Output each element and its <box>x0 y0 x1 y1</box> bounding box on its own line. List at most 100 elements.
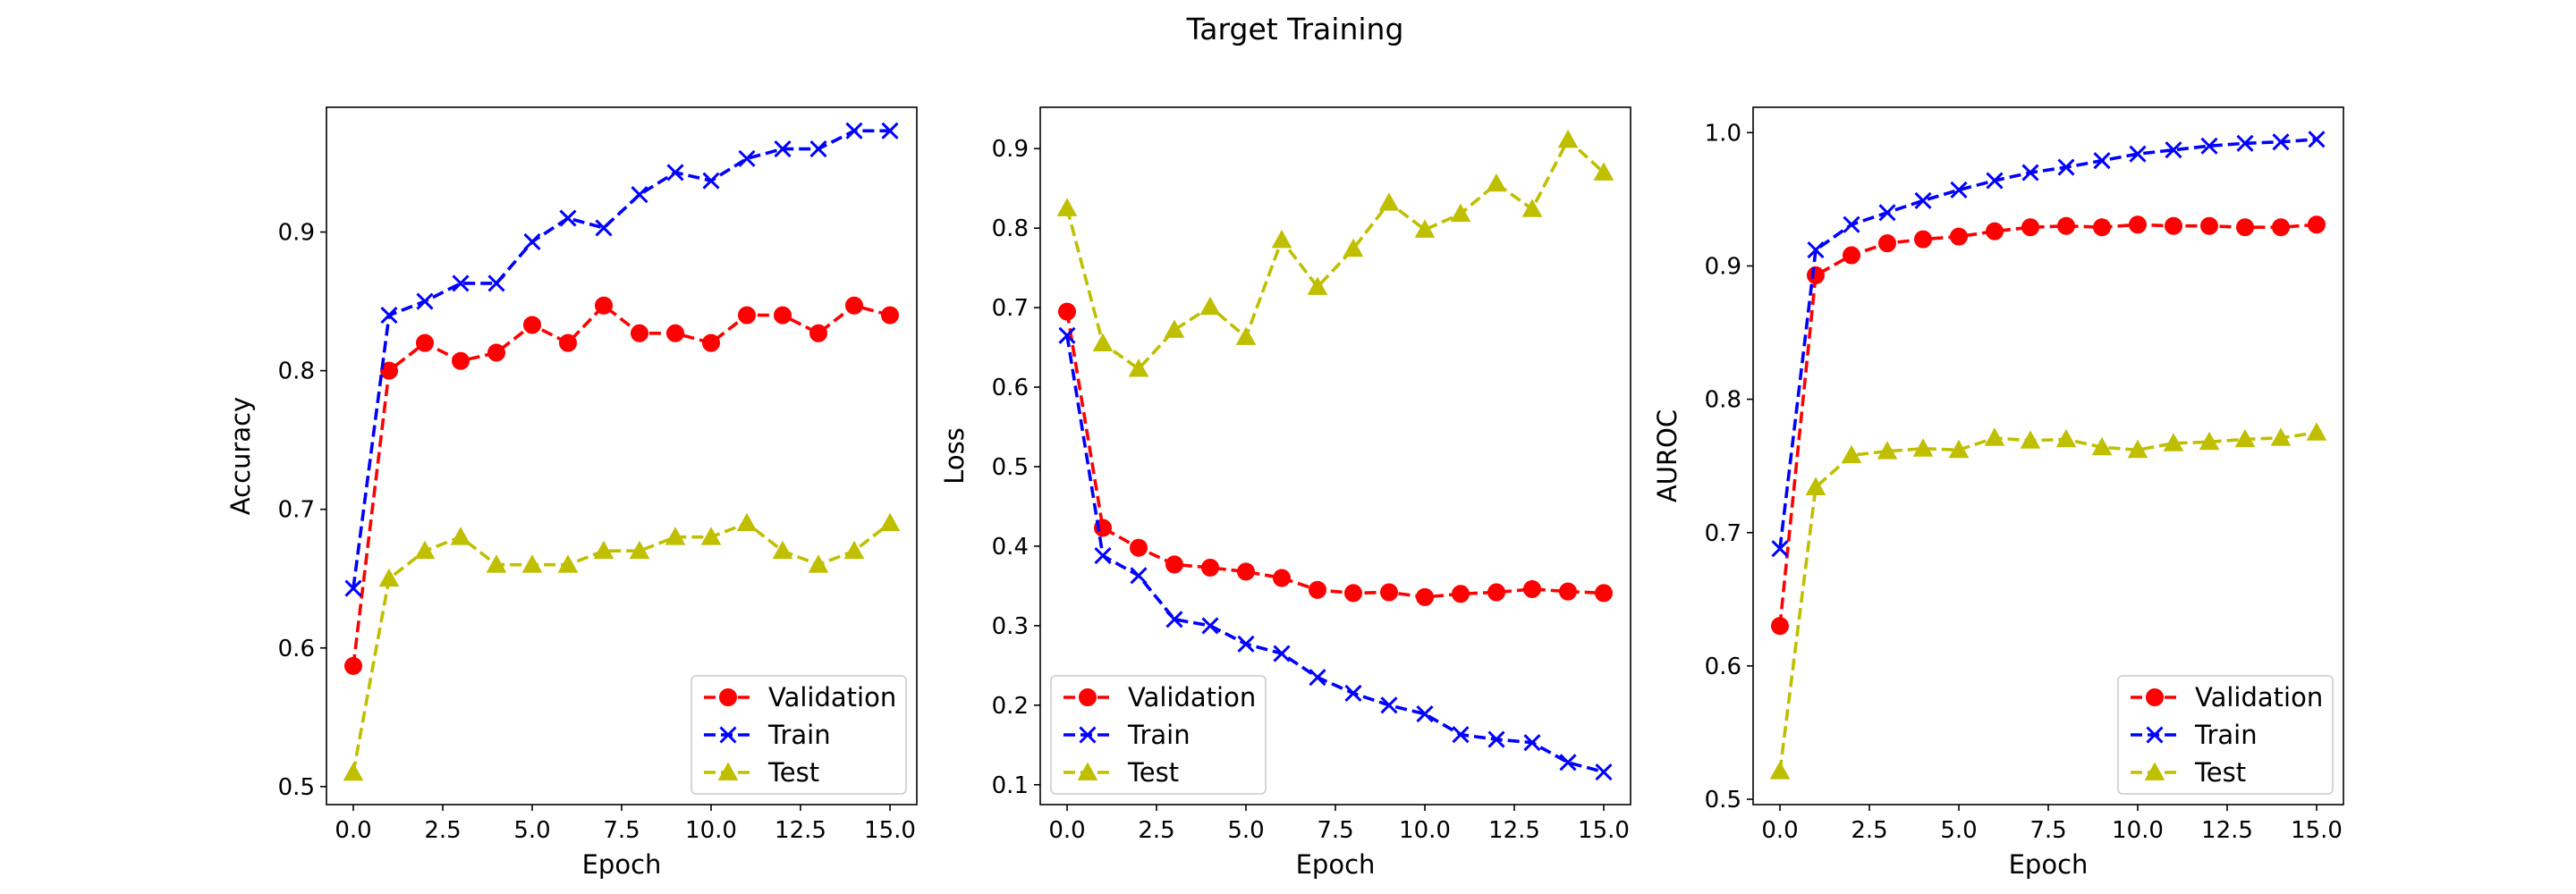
figure-title: Target Training <box>1186 12 1404 46</box>
data-point-train <box>631 186 648 204</box>
data-point-validation <box>1595 584 1613 603</box>
data-point-train <box>666 164 684 181</box>
data-point-train <box>2021 164 2039 181</box>
data-point-test <box>1307 276 1328 295</box>
data-point-train <box>1595 763 1613 781</box>
data-point-train <box>1094 547 1112 565</box>
data-point-test <box>1378 192 1400 211</box>
y-axis-label: Loss <box>939 427 970 485</box>
series-test <box>1056 129 1614 377</box>
data-point-test <box>1343 238 1364 257</box>
legend-marker-test <box>717 762 739 780</box>
data-point-test <box>665 527 686 545</box>
y-tick-label: 0.7 <box>1705 520 1741 547</box>
data-point-validation <box>416 333 434 352</box>
series-validation <box>1058 302 1613 606</box>
legend-marker-test <box>1077 762 1098 780</box>
data-point-test <box>1414 219 1436 238</box>
data-point-train <box>380 307 398 325</box>
data-point-validation <box>1344 584 1362 603</box>
subplot-auroc: 0.0 2.5 5.0 7.5 10.0 12.5 15.0 0.5 0.6 0.7 0.8 0.9 1… <box>1652 106 2344 880</box>
x-tick-label: 10.0 <box>685 817 737 844</box>
legend-marker-validation <box>1079 688 1097 706</box>
data-point-validation <box>1452 585 1470 603</box>
data-point-test <box>1877 441 1898 460</box>
legend-label-validation: Validation <box>2195 682 2323 713</box>
data-point-test <box>593 540 614 560</box>
data-point-test <box>2127 439 2148 459</box>
data-point-test <box>486 554 507 573</box>
x-tick-label: 5.0 <box>513 817 550 844</box>
legend-box <box>1050 675 1267 795</box>
series-line-train <box>1065 334 1605 774</box>
data-point-validation <box>595 296 613 315</box>
data-point-train <box>1309 669 1326 687</box>
data-point-train <box>1416 705 1434 723</box>
y-tick-label: 0.9 <box>1705 253 1741 280</box>
data-point-validation <box>2129 215 2147 234</box>
data-point-validation <box>1273 569 1291 587</box>
data-point-validation <box>1986 222 2004 240</box>
data-point-train <box>1487 730 1505 748</box>
data-point-validation <box>1950 227 1968 246</box>
data-point-validation <box>1843 246 1860 265</box>
series-line-train <box>1778 137 2318 549</box>
series-line-train <box>352 129 890 589</box>
data-point-train <box>702 172 720 190</box>
y-tick-label: 0.7 <box>278 497 315 524</box>
data-point-validation <box>1165 555 1183 574</box>
legend-marker-validation <box>719 688 737 706</box>
series-line-test <box>1065 138 1606 371</box>
data-point-test <box>1271 229 1292 249</box>
legend-label-validation: Validation <box>768 682 896 713</box>
y-tick-label: 0.6 <box>278 636 315 662</box>
data-point-test <box>1521 198 1543 217</box>
data-point-train <box>1165 611 1183 628</box>
data-point-validation <box>2021 218 2039 237</box>
legend-marker-test <box>2144 762 2165 780</box>
data-point-train <box>452 274 470 292</box>
data-point-train <box>1237 635 1255 653</box>
series-line-validation <box>352 303 891 667</box>
legend-marker-train <box>1079 726 1097 744</box>
data-point-train <box>2057 158 2075 176</box>
data-point-validation <box>1058 302 1076 321</box>
data-point-test <box>700 527 722 545</box>
data-point-validation <box>1416 587 1434 606</box>
x-tick-label: 0.0 <box>1761 817 1798 844</box>
data-point-validation <box>738 306 756 325</box>
x-tick-label: 10.0 <box>1399 817 1451 844</box>
subplots: 0.0 2.5 5.0 7.5 10.0 12.5 15.0 0.5 0.6 0.7 0.8 0.9 E… <box>225 106 2344 880</box>
legend-label-validation: Validation <box>1128 682 1256 713</box>
x-tick-label: 2.5 <box>1851 817 1887 844</box>
data-point-train <box>1986 172 2004 190</box>
data-point-train <box>1559 754 1577 772</box>
data-point-test <box>1948 439 1970 459</box>
data-point-test <box>843 540 865 560</box>
data-point-train <box>774 139 792 158</box>
data-point-validation <box>1309 580 1326 599</box>
legend-marker-validation <box>2146 688 2164 706</box>
legend-marker-train <box>2146 726 2164 744</box>
data-point-validation <box>559 333 577 352</box>
y-tick-label: 0.5 <box>1705 787 1741 814</box>
data-point-validation <box>2165 216 2182 235</box>
data-point-test <box>1128 358 1149 377</box>
data-point-train <box>1807 241 1825 259</box>
legend-label-test: Test <box>767 757 819 788</box>
data-point-train <box>1523 734 1541 752</box>
plot-frame <box>1752 106 2344 805</box>
x-tick-label: 15.0 <box>1578 817 1630 844</box>
data-point-test <box>1056 198 1078 216</box>
y-axis-label: AUROC <box>1652 409 1682 502</box>
x-axis-label: Epoch <box>582 849 662 880</box>
y-tick-label: 0.1 <box>992 772 1029 799</box>
data-point-train <box>738 149 756 167</box>
data-point-test <box>1912 438 1934 457</box>
data-point-validation <box>774 306 792 325</box>
x-tick-label: 12.5 <box>1488 817 1540 844</box>
data-point-train <box>523 232 541 250</box>
x-tick-label: 12.5 <box>775 817 826 844</box>
y-axis-label: Accuracy <box>225 397 256 515</box>
data-point-train <box>1452 726 1470 744</box>
